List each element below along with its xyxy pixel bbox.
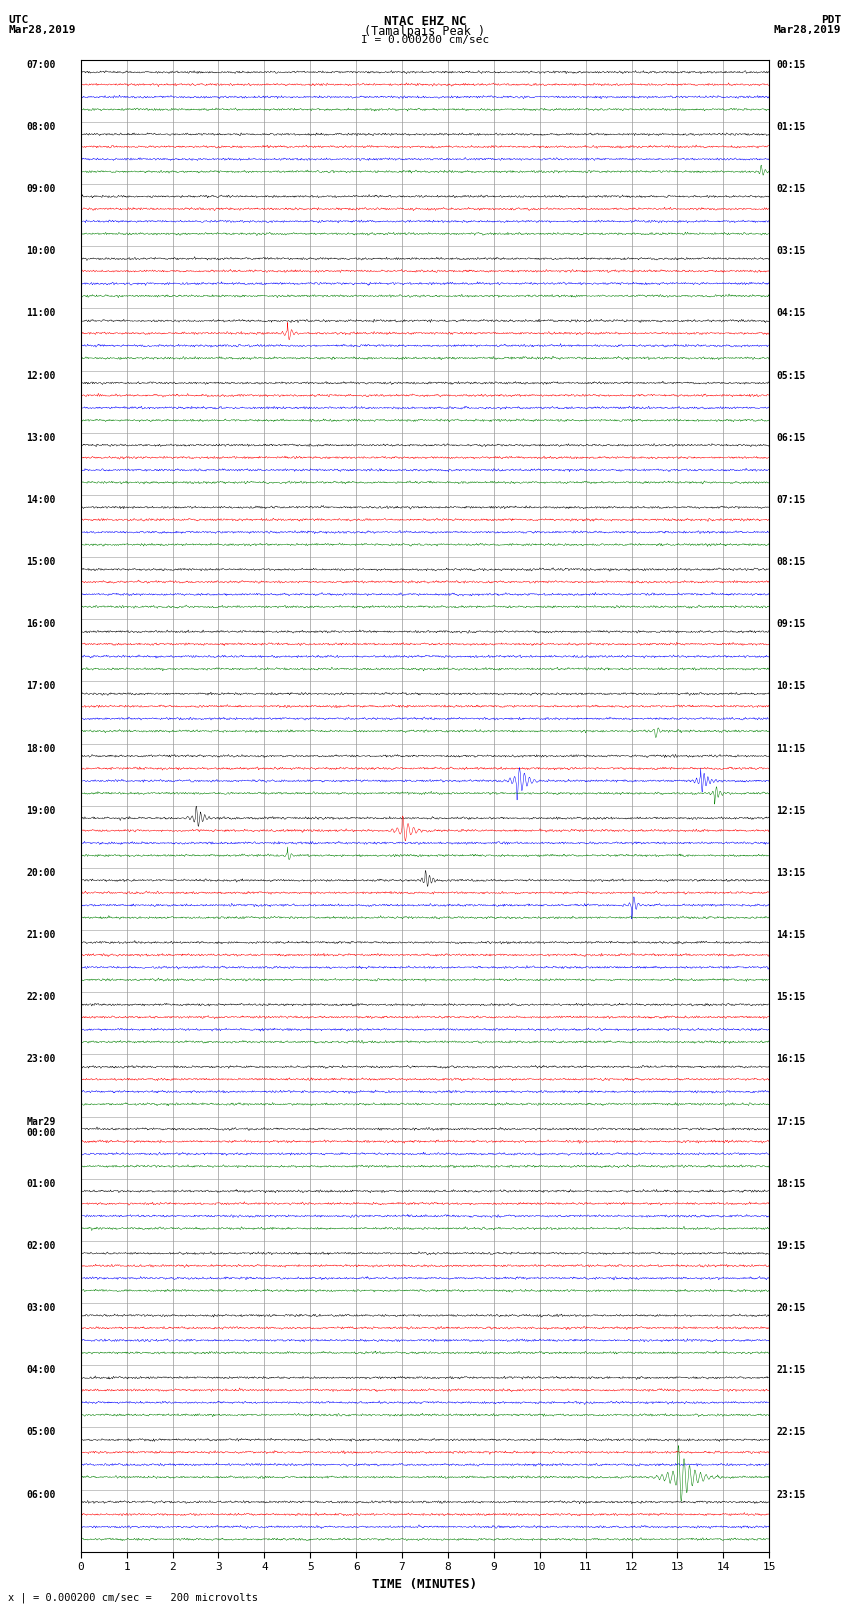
Text: 16:00: 16:00 bbox=[26, 619, 55, 629]
Text: 09:00: 09:00 bbox=[26, 184, 55, 194]
Text: 07:15: 07:15 bbox=[776, 495, 806, 505]
Text: 08:00: 08:00 bbox=[26, 123, 55, 132]
Text: 01:00: 01:00 bbox=[26, 1179, 55, 1189]
Text: 13:00: 13:00 bbox=[26, 432, 55, 442]
Text: 21:15: 21:15 bbox=[776, 1365, 806, 1376]
Text: 15:00: 15:00 bbox=[26, 556, 55, 568]
Text: 07:00: 07:00 bbox=[26, 60, 55, 69]
Text: 22:00: 22:00 bbox=[26, 992, 55, 1002]
Text: 01:15: 01:15 bbox=[776, 123, 806, 132]
Text: 16:15: 16:15 bbox=[776, 1055, 806, 1065]
Text: (Tamalpais Peak ): (Tamalpais Peak ) bbox=[365, 26, 485, 39]
Text: 23:15: 23:15 bbox=[776, 1489, 806, 1500]
Text: x | = 0.000200 cm/sec =   200 microvolts: x | = 0.000200 cm/sec = 200 microvolts bbox=[8, 1592, 258, 1603]
X-axis label: TIME (MINUTES): TIME (MINUTES) bbox=[372, 1578, 478, 1590]
Text: 10:15: 10:15 bbox=[776, 681, 806, 692]
Text: 19:00: 19:00 bbox=[26, 806, 55, 816]
Text: 21:00: 21:00 bbox=[26, 931, 55, 940]
Text: 18:00: 18:00 bbox=[26, 744, 55, 753]
Text: 18:15: 18:15 bbox=[776, 1179, 806, 1189]
Text: 23:00: 23:00 bbox=[26, 1055, 55, 1065]
Text: 04:15: 04:15 bbox=[776, 308, 806, 318]
Text: 22:15: 22:15 bbox=[776, 1428, 806, 1437]
Text: PDT: PDT bbox=[821, 15, 842, 24]
Text: 03:15: 03:15 bbox=[776, 247, 806, 256]
Text: 17:00: 17:00 bbox=[26, 681, 55, 692]
Text: 14:15: 14:15 bbox=[776, 931, 806, 940]
Text: NTAC EHZ NC: NTAC EHZ NC bbox=[383, 16, 467, 29]
Text: 00:15: 00:15 bbox=[776, 60, 806, 69]
Text: 05:00: 05:00 bbox=[26, 1428, 55, 1437]
Text: 15:15: 15:15 bbox=[776, 992, 806, 1002]
Text: 10:00: 10:00 bbox=[26, 247, 55, 256]
Text: I = 0.000200 cm/sec: I = 0.000200 cm/sec bbox=[361, 35, 489, 45]
Text: 09:15: 09:15 bbox=[776, 619, 806, 629]
Text: 13:15: 13:15 bbox=[776, 868, 806, 877]
Text: 19:15: 19:15 bbox=[776, 1240, 806, 1250]
Text: Mar28,2019: Mar28,2019 bbox=[8, 24, 76, 35]
Text: 06:00: 06:00 bbox=[26, 1489, 55, 1500]
Text: 02:15: 02:15 bbox=[776, 184, 806, 194]
Text: 12:00: 12:00 bbox=[26, 371, 55, 381]
Text: 08:15: 08:15 bbox=[776, 556, 806, 568]
Text: 20:00: 20:00 bbox=[26, 868, 55, 877]
Text: 11:00: 11:00 bbox=[26, 308, 55, 318]
Text: UTC: UTC bbox=[8, 15, 29, 24]
Text: 04:00: 04:00 bbox=[26, 1365, 55, 1376]
Text: 14:00: 14:00 bbox=[26, 495, 55, 505]
Text: 17:15: 17:15 bbox=[776, 1116, 806, 1126]
Text: 05:15: 05:15 bbox=[776, 371, 806, 381]
Text: 02:00: 02:00 bbox=[26, 1240, 55, 1250]
Text: 11:15: 11:15 bbox=[776, 744, 806, 753]
Text: Mar28,2019: Mar28,2019 bbox=[774, 24, 842, 35]
Text: 06:15: 06:15 bbox=[776, 432, 806, 442]
Text: Mar29
00:00: Mar29 00:00 bbox=[26, 1116, 55, 1139]
Text: 20:15: 20:15 bbox=[776, 1303, 806, 1313]
Text: 03:00: 03:00 bbox=[26, 1303, 55, 1313]
Text: 12:15: 12:15 bbox=[776, 806, 806, 816]
